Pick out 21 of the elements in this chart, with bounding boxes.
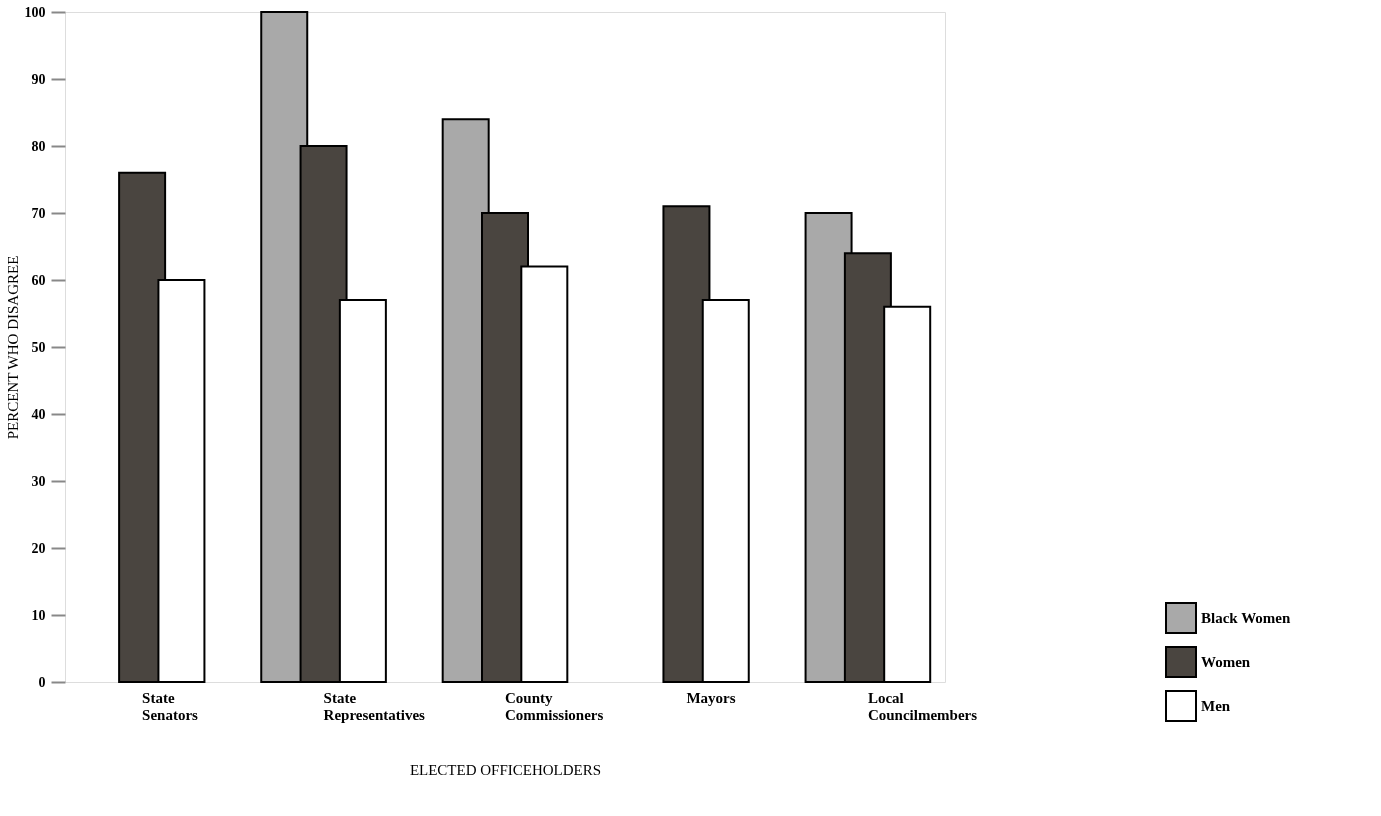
legend-label: Black Women [1201, 610, 1291, 626]
legend-label: Men [1201, 698, 1231, 714]
y-tick-label: 60 [31, 272, 46, 288]
x-tick-label: State Senators [142, 689, 199, 723]
legend-label: Women [1201, 654, 1251, 670]
x-tick-label: Local Councilmembers [867, 689, 978, 723]
y-tick-label: 50 [31, 339, 46, 355]
x-tick-label: County Commissioners [505, 689, 604, 723]
y-tick-label: 10 [31, 607, 46, 623]
x-axis-title: ELECTED OFFICEHOLDERS [409, 761, 602, 778]
y-tick-label: 70 [31, 205, 46, 221]
y-tick-label: 20 [31, 540, 46, 556]
y-tick-label: 30 [31, 473, 46, 489]
y-tick-label: 80 [31, 138, 46, 154]
y-axis-title: PERCENT WHO DISAGREE [4, 255, 21, 440]
y-tick-label: 0 [38, 674, 46, 690]
x-tick-label: State Representatives [323, 689, 426, 723]
x-tick-label: Mayors [686, 689, 736, 706]
y-tick-label: 100 [24, 4, 46, 20]
y-tick-label: 40 [31, 406, 46, 422]
y-tick-label: 90 [31, 71, 46, 87]
